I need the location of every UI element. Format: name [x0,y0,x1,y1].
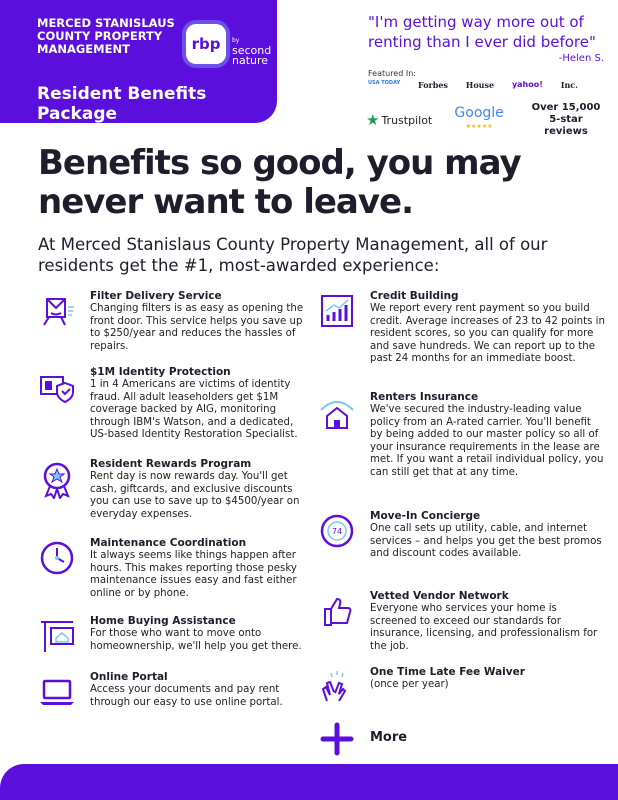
benefit-description: One call sets up utility, cable, and int… [370,523,602,560]
benefit-item: Renters Insurance We've secured the indu… [316,391,606,480]
benefit-item: 74 Move-In Concierge One call sets up ut… [316,510,606,561]
benefit-title: One Time Late Fee Waiver [370,666,525,678]
clock-icon [36,537,78,579]
benefit-description: For those who want to move onto homeowne… [90,628,302,652]
benefit-description: It always seems like things happen after… [90,550,297,599]
benefit-title: Resident Rewards Program [90,458,252,470]
inc-logo: Inc. [560,80,578,90]
benefit-item: Vetted Vendor Network Everyone who servi… [316,590,606,653]
benefit-title: Renters Insurance [370,391,479,403]
more-link[interactable]: More [316,718,606,760]
benefit-title: Online Portal [90,671,168,683]
benefit-title: Vetted Vendor Network [370,590,509,602]
chart-up-icon [316,290,358,332]
benefit-item: Maintenance Coordination It always seems… [36,537,308,600]
yahoo-logo: yahoo! [511,80,543,89]
footer-band [0,764,618,800]
review-count: Over 15,000 5-star reviews [531,102,601,137]
benefit-description: We report every rent payment so you buil… [370,303,605,365]
forbes-logo: Forbes [417,80,448,90]
trustpilot-logo: ★ Trustpilot [366,111,433,129]
testimonial-author: -Helen S. [558,53,604,64]
testimonial-quote: "I'm getting way more out of renting tha… [368,13,596,51]
svg-text:74: 74 [332,527,342,536]
featured-label: Featured In: [368,69,416,78]
google-logo: Google ★★★★★ [454,105,504,130]
benefit-item: Online Portal Access your documents and … [36,671,308,713]
benefit-description: (once per year) [370,679,449,690]
company-name: MERCED STANISLAUS COUNTY PROPERTY MANAGE… [37,16,175,56]
thumbs-up-icon [316,590,358,632]
id-shield-icon [36,366,78,408]
more-label: More [370,730,408,745]
benefit-title: Maintenance Coordination [90,537,247,549]
house-umbrella-icon [316,391,358,433]
plus-icon [316,718,358,760]
benefit-title: Move-In Concierge [370,510,481,522]
benefit-item: Resident Rewards Program Rent day is now… [36,458,308,521]
header-banner: MERCED STANISLAUS COUNTY PROPERTY MANAGE… [0,0,277,124]
publication-logos: USA TODAY Forbes House yahoo! Inc. [368,80,578,90]
benefit-item: One Time Late Fee Waiver (once per year) [316,666,606,708]
benefit-description: Access your documents and pay rent throu… [90,684,283,708]
benefit-title: Credit Building [370,290,459,302]
benefit-item: Home Buying Assistance For those who wan… [36,615,308,657]
laptop-icon [36,671,78,713]
benefit-description: We've secured the industry-leading value… [370,404,604,478]
benefit-title: $1M Identity Protection [90,366,231,378]
star-icon: ★ [366,111,380,129]
clap-hands-icon [316,666,358,708]
subheading: At Merced Stanislaus County Property Man… [38,235,548,275]
benefit-description: Everyone who services your home is scree… [370,603,598,652]
benefit-title: Home Buying Assistance [90,615,236,627]
benefit-description: Changing filters is as easy as opening t… [90,303,304,352]
package-title: Resident Benefits Package [37,84,207,124]
rbp-logo: rbp [186,24,226,64]
benefit-item: $1M Identity Protection 1 in 4 Americans… [36,366,308,442]
benefit-item: Credit Building We report every rent pay… [316,290,606,366]
house-logo: House [465,80,495,90]
benefit-item: Filter Delivery Service Changing filters… [36,290,308,353]
page-headline: Benefits so good, you may never want to … [38,143,522,222]
thermostat-icon: 74 [316,510,358,552]
benefit-description: Rent day is now rewards day. You'll get … [90,471,300,520]
house-sign-icon [36,615,78,657]
filter-box-icon [36,290,78,332]
reviews-row: ★ Trustpilot Google ★★★★★ Over 15,000 5-st… [366,102,606,138]
partner-logo: by second nature [232,37,272,67]
usa-today-logo: USA TODAY [368,80,401,86]
benefit-title: Filter Delivery Service [90,290,222,302]
benefit-description: 1 in 4 Americans are victims of identity… [90,379,298,441]
award-ribbon-icon [36,458,78,500]
